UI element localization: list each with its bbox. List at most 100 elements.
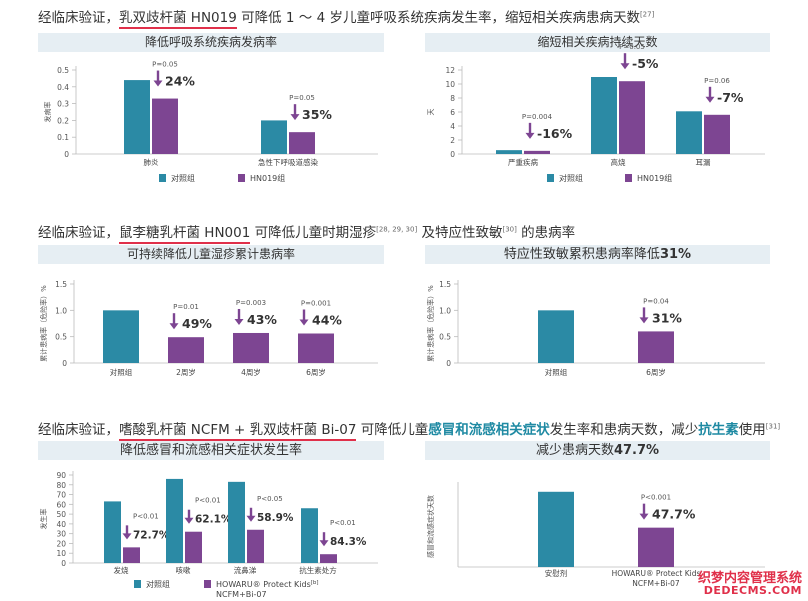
y-tick-label: 0 bbox=[62, 359, 67, 368]
x-tick-label: 流鼻涕 bbox=[234, 565, 257, 575]
headline-prefix: 经临床验证， bbox=[38, 225, 119, 241]
y-tick-label: 1.5 bbox=[55, 280, 67, 289]
bar-treatment bbox=[320, 554, 337, 563]
legend-label-treatment: HN019组 bbox=[637, 173, 672, 183]
p-value-label: P=0.01 bbox=[173, 303, 199, 311]
bar-treatment bbox=[247, 529, 264, 563]
headline-text: 可降低 1 ～ 4 岁儿童呼吸系统疾病发生率，缩短相关疾病患病天数 bbox=[236, 10, 640, 26]
percent-change-label: 44% bbox=[312, 313, 342, 328]
chart-title: 特应性致敏累积患病率降低31% bbox=[425, 245, 770, 264]
legend-swatch-control bbox=[159, 174, 166, 182]
headline-3: 经临床验证，嗜酸乳杆菌 NCFM + 乳双歧杆菌 Bi-07 可降低儿童感冒和流… bbox=[38, 418, 780, 441]
chart-title: 缩短相关疾病持续天数 bbox=[425, 33, 770, 52]
chart-title-number: 31% bbox=[659, 247, 692, 262]
down-arrow-icon bbox=[184, 509, 194, 524]
y-tick-label: 8 bbox=[450, 94, 455, 103]
y-tick-label: 1.0 bbox=[439, 306, 451, 315]
y-tick-label: 0 bbox=[446, 359, 451, 368]
headline-prefix: 经临床验证， bbox=[38, 10, 119, 26]
x-tick-label: NCFM+Bi-07 bbox=[632, 579, 680, 588]
headline-1: 经临床验证，乳双歧杆菌 HN019 可降低 1 ～ 4 岁儿童呼吸系统疾病发生率… bbox=[38, 6, 654, 29]
chart-svg: 感冒和流感症状天数 P<0.001 47.7% 安慰剂 HOWARU® Protect … bbox=[426, 482, 765, 588]
percent-change-label: 47.7% bbox=[652, 507, 696, 522]
percent-change-label: 58.9% bbox=[257, 512, 294, 524]
y-tick-label: 0.5 bbox=[57, 66, 69, 75]
down-arrow-icon bbox=[290, 104, 300, 121]
reference-mark: [30] bbox=[502, 225, 517, 234]
legend-label-treatment-line2: NCFM+Bi-07 bbox=[216, 590, 267, 599]
bar-treatment bbox=[638, 527, 674, 567]
bar-control bbox=[261, 120, 287, 154]
y-tick-label: 0.5 bbox=[439, 333, 451, 342]
down-arrow-icon bbox=[620, 53, 630, 70]
x-tick-label: 抗生素处方 bbox=[299, 565, 337, 575]
x-tick-label: 安慰剂 bbox=[545, 568, 568, 578]
y-axis-label: 发生率 bbox=[39, 509, 48, 530]
y-tick-label: 12 bbox=[445, 66, 455, 75]
legend-swatch-treatment bbox=[204, 580, 211, 588]
headline-text: 可降低儿童时期湿疹 bbox=[250, 225, 377, 241]
headline-2: 经临床验证，鼠李糖乳杆菌 HN001 可降低儿童时期湿疹[28, 29, 30]… bbox=[38, 221, 575, 244]
bar-control bbox=[676, 111, 702, 154]
p-value-label: P<0.001 bbox=[641, 494, 671, 502]
p-value-label: P=0.05 bbox=[619, 43, 645, 51]
y-tick-label: 80 bbox=[56, 481, 66, 490]
x-tick-label: 6周岁 bbox=[306, 367, 326, 377]
y-tick-label: 30 bbox=[56, 530, 66, 539]
down-arrow-icon bbox=[122, 525, 132, 540]
y-tick-label: 4 bbox=[450, 122, 455, 131]
down-arrow-icon bbox=[705, 86, 715, 103]
bar-treatment bbox=[298, 333, 334, 363]
y-tick-label: 1.0 bbox=[55, 306, 67, 315]
legend-label-treatment: HOWARU® Protect Kids[b] bbox=[216, 580, 319, 589]
y-tick-label: 20 bbox=[56, 539, 66, 548]
bar-treatment bbox=[185, 531, 202, 563]
bar-control bbox=[496, 150, 522, 154]
y-axis-label: 累计患病率（危险率）% bbox=[426, 285, 435, 362]
headline-emphasis: 感冒和流感相关症状 bbox=[428, 422, 550, 438]
p-value-label: P=0.001 bbox=[301, 300, 331, 308]
x-tick-label: 6周岁 bbox=[646, 367, 666, 377]
chart-title: 降低感冒和流感相关症状发生率 bbox=[38, 441, 384, 460]
y-axis-label: 天 bbox=[427, 109, 435, 116]
legend-swatch-control bbox=[547, 174, 554, 182]
y-tick-label: 0.2 bbox=[57, 116, 69, 125]
y-tick-label: 2 bbox=[450, 136, 455, 145]
p-value-label: P=0.05 bbox=[289, 94, 315, 102]
x-tick-label: 2周岁 bbox=[176, 367, 196, 377]
down-arrow-icon bbox=[153, 70, 163, 87]
y-axis-label: 发病率 bbox=[43, 102, 52, 123]
percent-change-label: 24% bbox=[165, 74, 195, 89]
y-tick-label: 10 bbox=[445, 80, 455, 89]
headline-emphasis: 抗生素 bbox=[698, 422, 739, 438]
headline-highlight: 鼠李糖乳杆菌 HN001 bbox=[119, 225, 251, 244]
bar-treatment bbox=[289, 132, 315, 154]
down-arrow-icon bbox=[525, 122, 535, 139]
down-arrow-icon bbox=[299, 309, 309, 326]
p-value-label: P<0.01 bbox=[195, 497, 221, 505]
legend-label-control: 对照组 bbox=[146, 579, 170, 589]
p-value-label: P=0.004 bbox=[522, 113, 553, 121]
chart-title: 减少患病天数47.7% bbox=[425, 441, 770, 460]
chart-title: 可持续降低儿童湿疹累计患病率 bbox=[38, 245, 384, 264]
watermark: 织梦内容管理系统 DEDECMS.COM bbox=[698, 572, 802, 597]
legend-label-control: 对照组 bbox=[171, 173, 195, 183]
p-value-label: P<0.01 bbox=[330, 519, 356, 527]
down-arrow-icon bbox=[319, 532, 329, 547]
chart-svg: 0 0.5 1.0 1.5 累计患病率（危险率）% P=0.04 31% 对照组 6周岁 bbox=[426, 280, 765, 377]
down-arrow-icon bbox=[169, 313, 179, 330]
bar-control bbox=[228, 481, 245, 563]
bar-control bbox=[301, 508, 318, 563]
y-axis-label: 感冒和流感症状天数 bbox=[426, 495, 435, 558]
x-tick-label: 严重疾病 bbox=[508, 157, 538, 167]
legend-label-control: 对照组 bbox=[559, 173, 583, 183]
bar-treatment bbox=[152, 98, 178, 154]
p-value-label: P=0.05 bbox=[152, 61, 178, 69]
chart-sick-days: 减少患病天数47.7% 感冒和流感症状天数 P<0.001 47.7% 安慰剂 HOWA… bbox=[425, 441, 770, 599]
reference-mark: [28, 29, 30] bbox=[376, 225, 418, 234]
bar-control bbox=[104, 501, 121, 563]
legend-swatch-treatment bbox=[238, 174, 245, 182]
x-tick-label: HOWARU® Protect Kids bbox=[612, 569, 701, 578]
y-tick-label: 70 bbox=[56, 491, 66, 500]
headline-text: 使用 bbox=[738, 422, 766, 438]
